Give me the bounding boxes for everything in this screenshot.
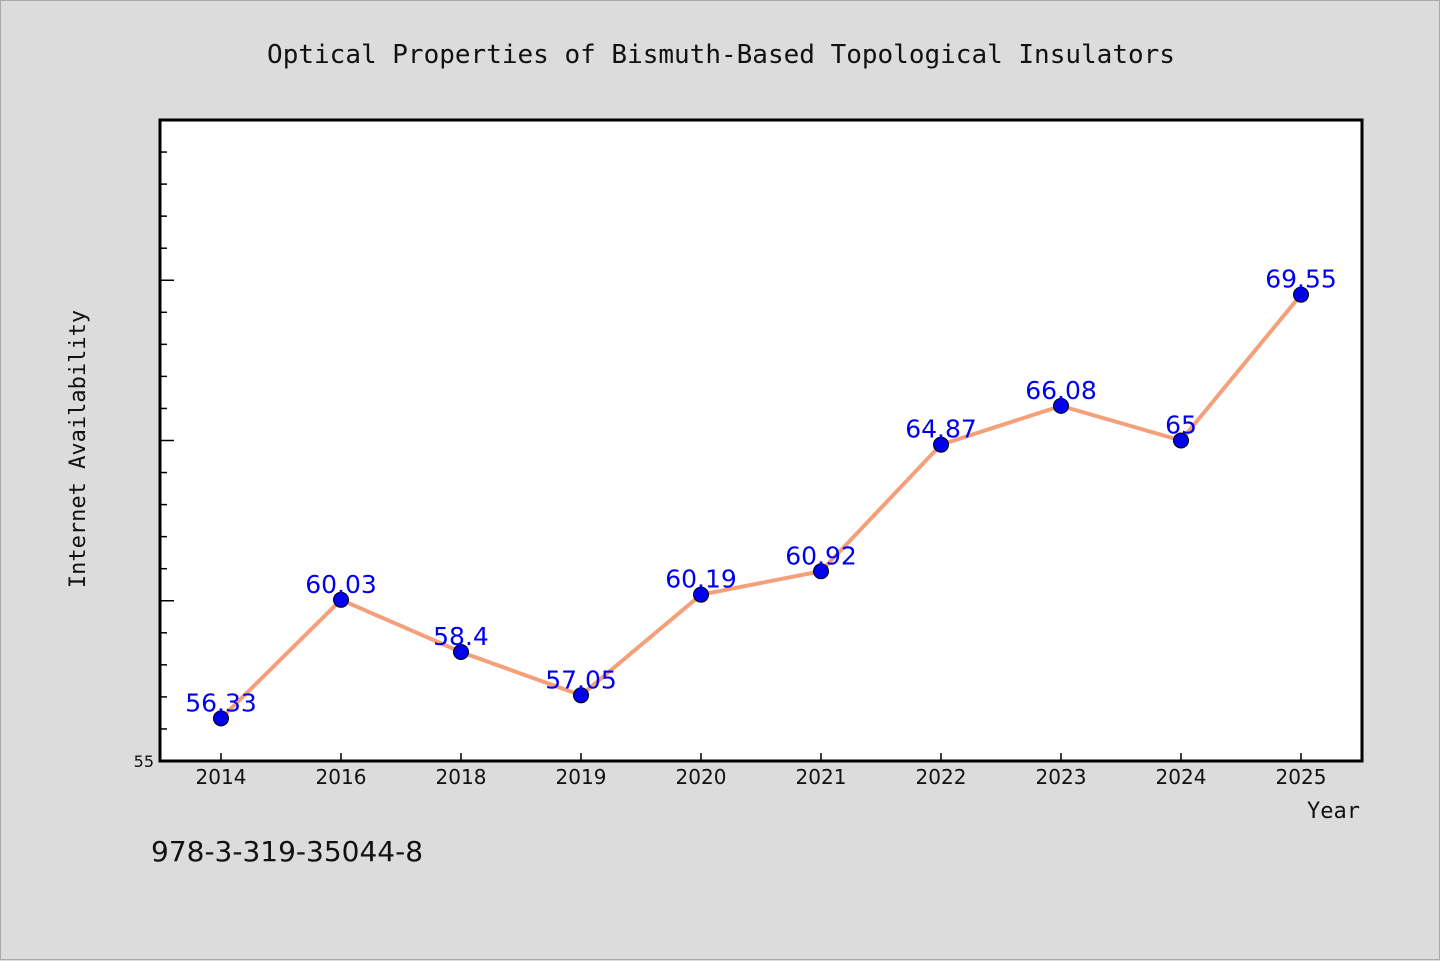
data-point [813, 563, 829, 580]
x-tick-label: 2021 [796, 765, 847, 789]
x-tick-label: 2022 [916, 765, 967, 789]
x-axis-ticks: 2014 2016 2018 2019 2020 2021 2022 2023 2024 2025 [196, 753, 1327, 789]
data-label: 57.05 [545, 665, 617, 694]
data-label: 66.08 [1025, 376, 1097, 405]
chart-title: Optical Properties of Bismuth-Based Topo… [267, 40, 1175, 70]
x-tick-label: 2016 [316, 765, 367, 789]
data-point [1293, 286, 1309, 303]
y-axis-ticks: 55 [134, 151, 174, 771]
x-tick-label: 2019 [556, 765, 607, 789]
data-point [333, 591, 349, 608]
x-tick-label: 2018 [436, 765, 487, 789]
data-point [693, 586, 709, 603]
x-axis-label: Year [1307, 799, 1360, 824]
data-point [573, 687, 589, 704]
plot-area [158, 118, 1364, 763]
x-tick-label: 2024 [1156, 765, 1207, 789]
x-tick-label: 2020 [676, 765, 727, 789]
data-point [1053, 397, 1069, 414]
data-label: 60.19 [665, 565, 737, 594]
x-tick-label: 2023 [1036, 765, 1087, 789]
series-group: 56.33 60.03 58.4 57.05 60.19 60.92 64.87 66.08 6… [185, 265, 1337, 727]
data-point [213, 710, 229, 727]
data-label: 69.55 [1265, 265, 1337, 294]
y-tick-label: 55 [134, 752, 154, 771]
data-label: 58.4 [433, 622, 489, 651]
data-label: 60.92 [785, 541, 857, 570]
data-label: 56.33 [185, 688, 257, 717]
data-label: 65 [1165, 411, 1197, 440]
series-line [219, 293, 1303, 720]
data-point [453, 644, 469, 661]
data-point [933, 436, 949, 453]
data-point [1173, 432, 1189, 449]
y-axis-label: Internet Availability [66, 310, 91, 588]
isbn-footer: 978-3-319-35044-8 [151, 835, 424, 868]
x-tick-label: 2014 [196, 765, 247, 789]
data-label: 60.03 [305, 570, 377, 599]
data-label: 64.87 [905, 415, 977, 444]
x-tick-label: 2025 [1276, 765, 1327, 789]
